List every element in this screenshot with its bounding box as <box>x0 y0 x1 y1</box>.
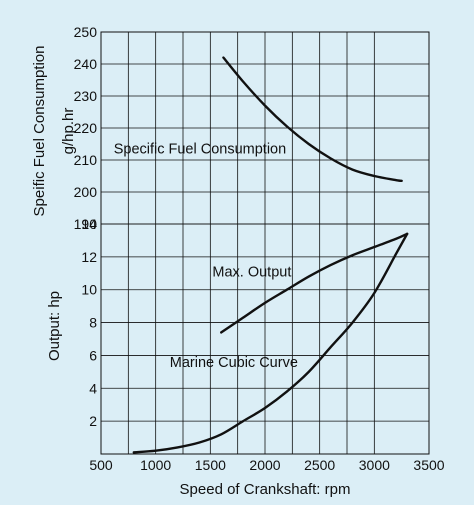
x-tick-label: 500 <box>89 457 113 473</box>
x-tick-label: 2000 <box>249 457 280 473</box>
y-tick-label-lower: 14 <box>81 216 97 232</box>
y-tick-label-lower: 6 <box>89 347 97 363</box>
max-output-curve <box>220 232 409 334</box>
x-tick-label: 2500 <box>304 457 335 473</box>
y-tick-label-lower: 12 <box>81 249 97 265</box>
x-tick-label: 3000 <box>359 457 390 473</box>
x-tick-label: 1500 <box>195 457 226 473</box>
y-tick-label-upper: 240 <box>74 56 98 72</box>
y-tick-label-lower: 4 <box>89 380 97 396</box>
y-tick-label-lower: 10 <box>81 282 97 298</box>
annotation-marine-cubic-curve: Marine Cubic Curve <box>170 355 298 371</box>
y-tick-label-upper: 190 <box>74 216 98 232</box>
y-tick-label-upper: 200 <box>74 184 98 200</box>
grid <box>101 31 429 454</box>
annotation-specific-fuel-consumption: Specific Fuel Consumption <box>114 142 286 158</box>
annotation-max-output: Max. Output <box>212 265 291 281</box>
y-axis-label-upper-line-1: Speific Fuel Consumption <box>31 46 48 217</box>
y-tick-label-upper: 250 <box>74 24 98 40</box>
curves <box>132 56 409 454</box>
x-tick-label: 1000 <box>140 457 171 473</box>
specific-fuel-consumption-curve <box>222 56 403 182</box>
marine-cubic-curve-curve <box>132 232 409 454</box>
annotations: Specific Fuel Consumption Max. Output Mari… <box>114 142 298 371</box>
y-axis-label-lower: Output: hp <box>46 291 63 361</box>
y-tick-label-lower: 8 <box>89 315 97 331</box>
x-tick-label: 3500 <box>413 457 444 473</box>
y-tick-label-upper: 220 <box>74 120 98 136</box>
y-tick-label-upper: 210 <box>74 152 98 168</box>
y-tick-label-upper: 230 <box>74 88 98 104</box>
y-tick-label-lower: 2 <box>89 413 97 429</box>
y-axis-label-upper-line-2: g/hp.hr <box>60 108 77 155</box>
x-axis-label: Speed of Crankshaft: rpm <box>180 481 351 498</box>
